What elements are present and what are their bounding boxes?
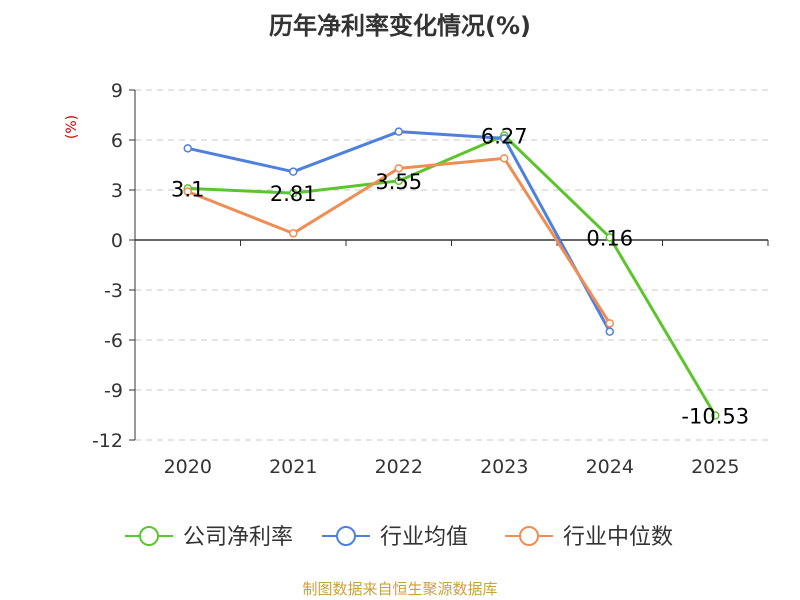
legend-label: 公司净利率: [183, 525, 293, 550]
y-tick-label: -6: [104, 330, 123, 352]
x-tick-label: 2023: [480, 456, 528, 478]
data-point: [500, 134, 509, 143]
x-tick-label: 2024: [586, 456, 634, 478]
x-tick-label: 2025: [691, 456, 739, 478]
y-axis-unit: (%): [64, 115, 80, 139]
data-label: -10.53: [681, 405, 749, 429]
data-point: [711, 411, 720, 420]
data-source: 制图数据来自恒生聚源数据库: [302, 580, 497, 598]
legend-marker: [519, 526, 539, 546]
data-point: [289, 188, 298, 198]
data-point: [289, 167, 298, 176]
data-label: 3.1: [171, 177, 204, 201]
y-tick-label: 9: [111, 80, 123, 102]
y-tick-label: -9: [104, 380, 123, 402]
y-tick-label: -3: [104, 280, 123, 302]
data-label: 0.16: [586, 226, 633, 250]
data-point: [605, 233, 614, 242]
data-point: [394, 127, 403, 136]
legend-label: 行业均值: [380, 525, 468, 550]
legend-marker: [336, 526, 356, 546]
data-label: 3.55: [375, 170, 422, 194]
x-tick-label: 2021: [269, 456, 317, 478]
y-tick-label: 3: [111, 180, 123, 202]
series-line: [187, 130, 612, 333]
data-point: [605, 327, 614, 336]
legend-item[interactable]: 公司净利率: [125, 525, 293, 550]
data-labels: 3.1 2.81 3.55 6.27 0.16 -10.53: [171, 125, 749, 429]
data-label: 6.27: [481, 125, 528, 149]
legend-item[interactable]: 行业均值: [322, 525, 468, 550]
legend-item[interactable]: 行业中位数: [505, 525, 673, 550]
data-point: [394, 164, 403, 173]
series-line: [187, 134, 717, 417]
x-tick-label: 2022: [375, 456, 423, 478]
data-point: [605, 319, 614, 328]
data-point: [183, 144, 192, 153]
data-label: 2.81: [270, 182, 317, 206]
series-lines: [183, 127, 720, 420]
data-point: [394, 176, 403, 186]
data-point: [183, 187, 192, 196]
y-tick-label: -12: [92, 430, 123, 452]
y-tick-label: 6: [111, 130, 123, 152]
legend-label: 行业中位数: [563, 525, 673, 550]
x-tick-label: 2020: [164, 456, 212, 478]
grid-lines: [135, 89, 768, 441]
legend[interactable]: 公司净利率 行业均值 行业中位数: [125, 525, 673, 550]
data-point: [500, 154, 509, 163]
data-point: [289, 229, 298, 238]
y-tick-label: 0: [111, 230, 123, 252]
legend-marker: [139, 526, 159, 546]
axes: 9 6 3 0 -3 -6 -9 -12 2020 2021 2022 2023 2024 2025: [92, 80, 769, 478]
chart-title: 历年净利率变化情况(%): [269, 12, 531, 40]
